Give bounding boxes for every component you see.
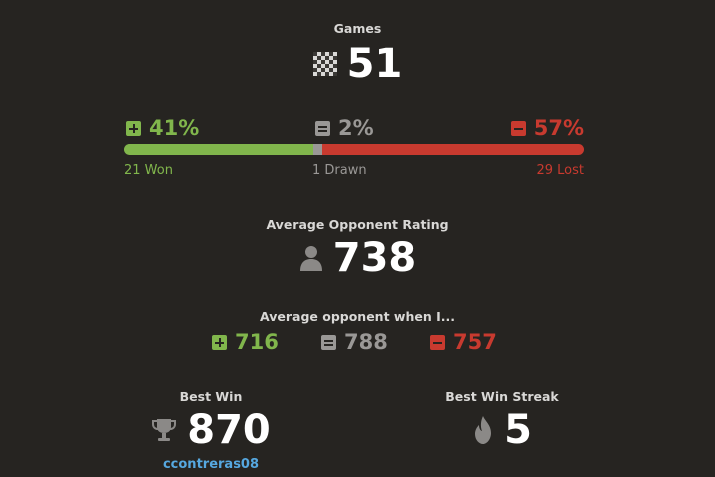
best-win-opponent-link[interactable]: ccontreras08 <box>162 457 260 472</box>
best-win-label: Best Win <box>179 389 243 404</box>
avg-opponent-label: Average Opponent Rating <box>266 217 449 232</box>
avg-opponent-value: 738 <box>332 235 417 281</box>
checkerboard-icon <box>312 52 337 76</box>
equal-box-icon <box>315 121 330 136</box>
won-segment <box>124 144 313 155</box>
won-percent: 41% <box>149 116 200 140</box>
avg-when-label: Average opponent when I... <box>260 309 455 324</box>
lost-segment <box>321 144 584 155</box>
won-count: 21 Won <box>124 163 173 178</box>
equal-box-icon <box>321 335 336 350</box>
won-percent-group: 41% <box>126 118 199 139</box>
lost-percent: 57% <box>533 116 584 140</box>
avg-when-lost-group: 757 <box>430 332 497 353</box>
minus-box-icon <box>510 121 526 136</box>
best-win-value: 870 <box>187 407 271 453</box>
lost-percent-group: 57% <box>510 116 584 140</box>
results-bar <box>124 144 584 155</box>
drawn-percent: 2% <box>338 116 374 140</box>
plus-box-icon <box>212 335 227 350</box>
trophy-icon <box>152 419 177 441</box>
lost-count: 29 Lost <box>536 163 584 178</box>
drawn-segment <box>312 144 322 155</box>
best-streak-value: 5 <box>504 407 532 453</box>
avg-when-won-group: 716 <box>212 332 279 353</box>
minus-box-icon <box>430 335 445 350</box>
drawn-count: 1 Drawn <box>312 163 367 178</box>
best-streak-label: Best Win Streak <box>445 389 559 404</box>
avg-when-lost: 757 <box>453 330 497 354</box>
games-label: Games <box>333 21 382 36</box>
avg-opponent-stat: 738 <box>0 238 715 278</box>
games-stat: 51 <box>0 44 715 84</box>
avg-when-won: 716 <box>235 330 279 354</box>
avg-when-drawn-group: 788 <box>321 332 388 353</box>
flame-icon <box>475 416 492 444</box>
plus-box-icon <box>126 121 141 136</box>
avg-when-drawn: 788 <box>344 330 388 354</box>
best-streak-stat: 5 <box>402 410 602 450</box>
person-icon <box>299 246 322 271</box>
best-win-stat: 870 <box>111 410 311 450</box>
games-count: 51 <box>346 41 403 87</box>
drawn-percent-group: 2% <box>315 118 374 139</box>
